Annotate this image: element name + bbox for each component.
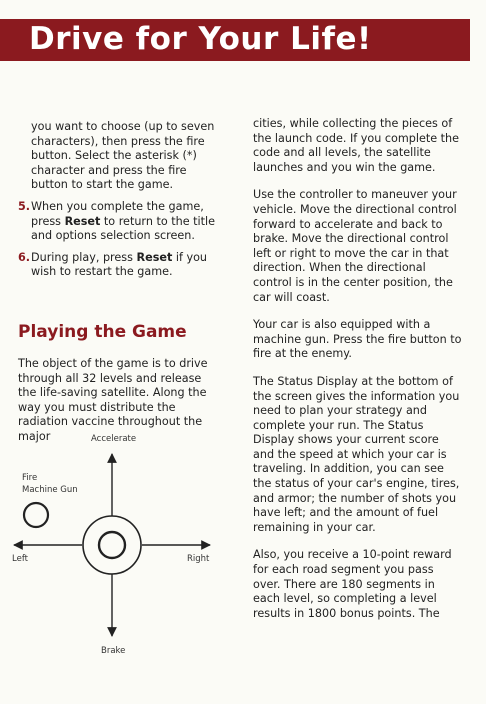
step-5-text: When you complete the game, press Reset …: [31, 200, 223, 244]
continued-text: you want to choose (up to seven characte…: [31, 120, 215, 192]
right-paragraph-2: Use the controller to maneuver your vehi…: [253, 188, 457, 304]
step-5: 5. When you complete the game, press Res…: [18, 200, 223, 244]
left-column: you want to choose (up to seven characte…: [18, 120, 223, 280]
step-5-keyword: Reset: [64, 214, 101, 228]
step-6: 6. During play, press Reset if you wish …: [18, 251, 223, 280]
step-6-text-before: During play, press: [31, 250, 137, 264]
step-5-number: 5.: [18, 199, 31, 213]
right-paragraph-5: Also, you receive a 10-point reward for …: [253, 548, 452, 620]
right-label: Right: [187, 554, 210, 564]
step-6-keyword: Reset: [136, 250, 173, 264]
directional-control-center: [97, 530, 127, 560]
machine-gun-label: Machine Gun: [22, 485, 78, 495]
brake-label: Brake: [101, 646, 126, 656]
fire-label: Fire: [22, 473, 38, 483]
section-paragraph: The object of the game is to drive throu…: [18, 357, 208, 443]
right-paragraph-3: Your car is also equipped with a machine…: [253, 318, 462, 361]
step-6-text: During play, press Reset if you wish to …: [31, 251, 223, 280]
section-heading: Playing the Game: [18, 322, 187, 342]
section-body: The object of the game is to drive throu…: [18, 357, 223, 445]
controller-diagram-svg: [13, 453, 211, 637]
left-label: Left: [12, 554, 28, 564]
accelerate-label: Accelerate: [91, 434, 137, 444]
right-paragraph-4: The Status Display at the bottom of the …: [253, 374, 460, 534]
directional-control-outer-ring: [82, 515, 142, 575]
step-6-text-after: if you wish to restart the game.: [31, 250, 208, 279]
right-column: cities, while collecting the pieces of t…: [253, 117, 463, 634]
step-5-text-before: When you complete the game, press: [31, 199, 204, 228]
step-5-text-after: to return to the title and options selec…: [31, 214, 216, 243]
step-6-number: 6.: [18, 250, 31, 264]
fire-button-icon: [22, 501, 50, 529]
right-paragraph-1: cities, while collecting the pieces of t…: [253, 117, 460, 174]
page-title: Drive for Your Life!: [29, 21, 372, 57]
title-banner: Drive for Your Life!: [0, 19, 470, 61]
controller-diagram: Accelerate Fire Machine Gun Left Right B…: [0, 430, 230, 660]
